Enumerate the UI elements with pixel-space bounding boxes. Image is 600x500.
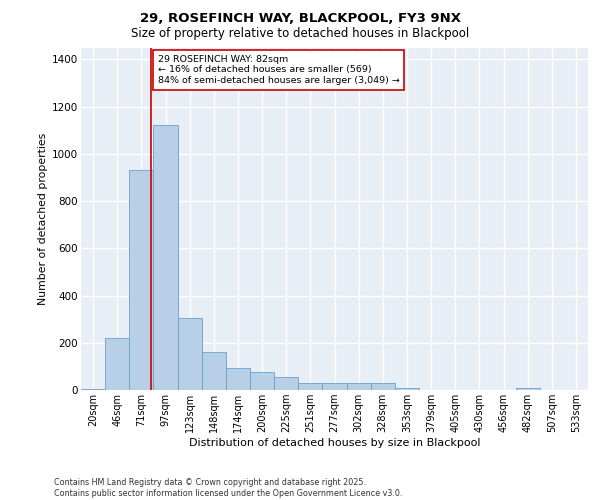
Y-axis label: Number of detached properties: Number of detached properties: [38, 132, 48, 305]
Text: 29 ROSEFINCH WAY: 82sqm
← 16% of detached houses are smaller (569)
84% of semi-d: 29 ROSEFINCH WAY: 82sqm ← 16% of detache…: [158, 55, 400, 85]
Bar: [298, 383, 322, 390]
Bar: [154, 126, 178, 390]
Bar: [105, 338, 129, 390]
Bar: [395, 388, 419, 390]
Text: Size of property relative to detached houses in Blackpool: Size of property relative to detached ho…: [131, 28, 469, 40]
Text: 29, ROSEFINCH WAY, BLACKPOOL, FY3 9NX: 29, ROSEFINCH WAY, BLACKPOOL, FY3 9NX: [139, 12, 461, 26]
Bar: [202, 352, 226, 390]
Bar: [226, 368, 250, 390]
Bar: [515, 388, 540, 390]
Bar: [250, 372, 274, 390]
Bar: [178, 318, 202, 390]
Bar: [322, 383, 347, 390]
Bar: [129, 170, 154, 390]
Bar: [81, 389, 105, 390]
Bar: [274, 377, 298, 390]
Text: Contains HM Land Registry data © Crown copyright and database right 2025.
Contai: Contains HM Land Registry data © Crown c…: [54, 478, 403, 498]
Bar: [371, 383, 395, 390]
X-axis label: Distribution of detached houses by size in Blackpool: Distribution of detached houses by size …: [189, 438, 480, 448]
Bar: [347, 383, 371, 390]
